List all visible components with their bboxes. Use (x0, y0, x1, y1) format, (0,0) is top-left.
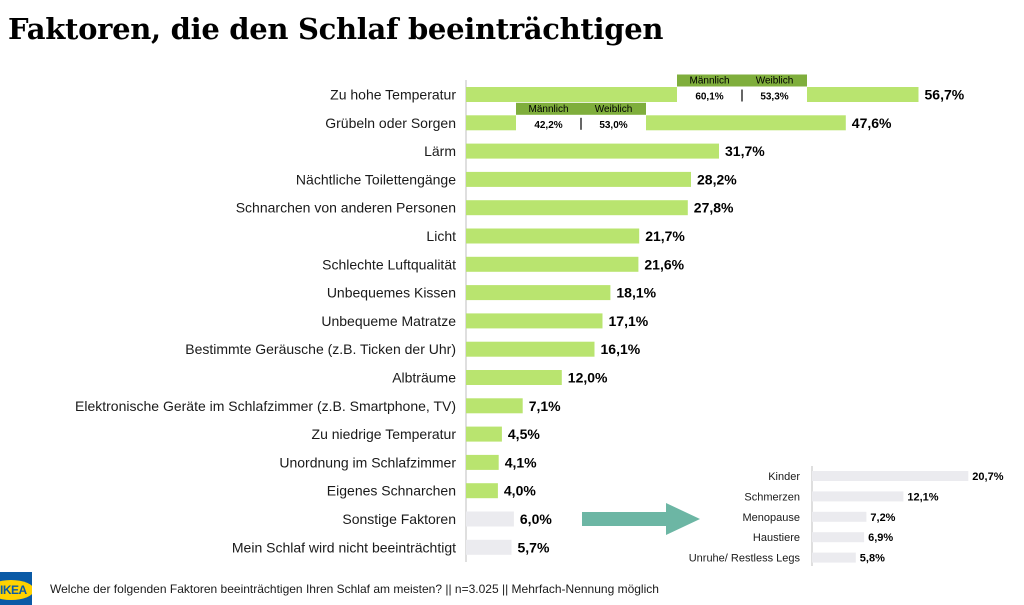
category-label: Eigenes Schnarchen (327, 483, 456, 499)
bar (466, 143, 719, 159)
bar (466, 313, 603, 329)
sub-value-label: 7,2% (870, 512, 895, 524)
category-label: Zu hohe Temperatur (330, 87, 456, 103)
category-label: Unbequemes Kissen (327, 285, 456, 301)
gender-header (516, 102, 646, 115)
bar (466, 285, 611, 301)
value-label: 12,0% (568, 370, 608, 386)
value-label: 4,1% (505, 454, 537, 470)
gender-breakdowns: Männlich 60,1% Weiblich 53,3% Männlich 42,2% W… (516, 74, 807, 132)
value-label: 4,5% (508, 426, 540, 442)
sub-bar (812, 532, 865, 543)
arrow-icon (582, 503, 700, 535)
sub-bar (812, 491, 904, 502)
gender-value: 53,3% (760, 92, 788, 103)
value-label: 27,8% (694, 200, 734, 216)
bar (466, 511, 514, 527)
footnote: Welche der folgenden Faktoren beeinträch… (50, 582, 659, 596)
sub-bar (812, 552, 856, 563)
value-label: 28,2% (697, 171, 737, 187)
bar (466, 171, 691, 187)
value-label: 21,6% (644, 256, 684, 272)
category-label: Albträume (392, 370, 456, 386)
ikea-logo: IKEA (0, 572, 32, 605)
bar (466, 483, 498, 499)
bar (466, 426, 502, 442)
category-label: Unordnung im Schlafzimmer (279, 454, 456, 470)
category-label: Elektronische Geräte im Schlafzimmer (z.… (75, 398, 456, 414)
value-label: 18,1% (616, 285, 656, 301)
gender-breakdown: Männlich 60,1% Weiblich 53,3% (677, 74, 807, 104)
chart-title: Faktoren, die den Schlaf beeinträchtigen (8, 12, 664, 46)
sub-value-label: 6,9% (868, 532, 893, 544)
gender-breakdown: Männlich 42,2% Weiblich 53,0% (516, 102, 646, 132)
sub-bar (812, 511, 867, 522)
gender-value: 60,1% (695, 92, 723, 103)
value-label: 21,7% (645, 228, 685, 244)
category-label: Sonstige Faktoren (342, 511, 456, 527)
sub-bars: Kinder 20,7% Schmerzen 12,1% Menopause 7,2% Ha… (689, 471, 1004, 565)
bar (466, 398, 523, 414)
value-label: 7,1% (529, 398, 561, 414)
sub-category-label: Menopause (743, 512, 801, 524)
bar (466, 341, 595, 357)
category-label: Mein Schlaf wird nicht beeinträchtigt (232, 539, 456, 555)
sub-value-label: 5,8% (860, 553, 885, 565)
gender-header (677, 74, 807, 87)
bar (466, 200, 688, 216)
category-label: Schlechte Luftqualität (322, 256, 456, 272)
sub-category-label: Haustiere (753, 532, 800, 544)
category-label: Zu niedrige Temperatur (312, 426, 457, 442)
main-bars: Zu hohe Temperatur 56,7% Grübeln oder Sorg… (75, 87, 965, 556)
gender-label: Männlich (528, 104, 568, 115)
value-label: 56,7% (925, 87, 965, 103)
gender-label: Weiblich (756, 76, 794, 87)
bar (466, 256, 639, 272)
sub-value-label: 20,7% (972, 471, 1003, 483)
bar (466, 454, 499, 470)
value-label: 17,1% (609, 313, 649, 329)
bar (466, 228, 640, 244)
chart: Zu hohe Temperatur 56,7% Grübeln oder Sorg… (75, 74, 1004, 566)
bar (466, 370, 562, 385)
sub-category-label: Kinder (768, 471, 800, 483)
category-label: Nächtliche Toilettengänge (296, 171, 456, 187)
category-label: Bestimmte Geräusche (z.B. Ticken der Uhr… (185, 341, 456, 357)
gender-label: Männlich (689, 76, 729, 87)
sub-value-label: 12,1% (907, 491, 938, 503)
value-label: 4,0% (504, 483, 536, 499)
category-label: Unbequeme Matratze (321, 313, 456, 329)
category-label: Lärm (424, 143, 456, 159)
value-label: 16,1% (601, 341, 641, 357)
category-label: Grübeln oder Sorgen (325, 115, 456, 131)
gender-value: 53,0% (599, 120, 627, 131)
gender-label: Weiblich (595, 104, 633, 115)
value-label: 31,7% (725, 143, 765, 159)
sub-bar (812, 471, 969, 481)
bar (466, 539, 512, 555)
category-label: Licht (426, 228, 456, 244)
value-label: 5,7% (518, 539, 550, 555)
value-label: 6,0% (520, 511, 552, 527)
sub-category-label: Unruhe/ Restless Legs (689, 553, 801, 565)
sub-category-label: Schmerzen (744, 491, 800, 503)
value-label: 47,6% (852, 115, 892, 131)
gender-value: 42,2% (534, 120, 562, 131)
category-label: Schnarchen von anderen Personen (236, 200, 456, 216)
